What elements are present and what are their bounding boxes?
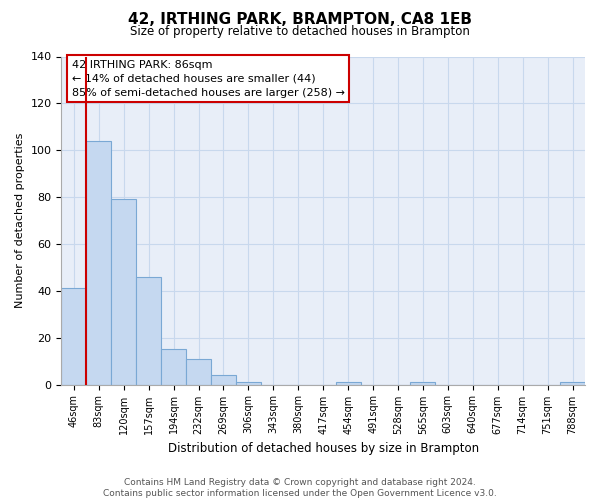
Bar	[161, 350, 186, 384]
Bar	[236, 382, 261, 384]
Text: Contains HM Land Registry data © Crown copyright and database right 2024.
Contai: Contains HM Land Registry data © Crown c…	[103, 478, 497, 498]
Y-axis label: Number of detached properties: Number of detached properties	[15, 133, 25, 308]
Bar	[211, 375, 236, 384]
Text: 42, IRTHING PARK, BRAMPTON, CA8 1EB: 42, IRTHING PARK, BRAMPTON, CA8 1EB	[128, 12, 472, 28]
Bar	[111, 200, 136, 384]
Bar	[186, 359, 211, 384]
Text: 42 IRTHING PARK: 86sqm
← 14% of detached houses are smaller (44)
85% of semi-det: 42 IRTHING PARK: 86sqm ← 14% of detached…	[72, 60, 345, 98]
Text: Size of property relative to detached houses in Brampton: Size of property relative to detached ho…	[130, 25, 470, 38]
Bar	[410, 382, 436, 384]
Bar	[136, 277, 161, 384]
Bar	[560, 382, 585, 384]
Bar	[335, 382, 361, 384]
X-axis label: Distribution of detached houses by size in Brampton: Distribution of detached houses by size …	[167, 442, 479, 455]
Bar	[86, 141, 111, 384]
Bar	[61, 288, 86, 384]
